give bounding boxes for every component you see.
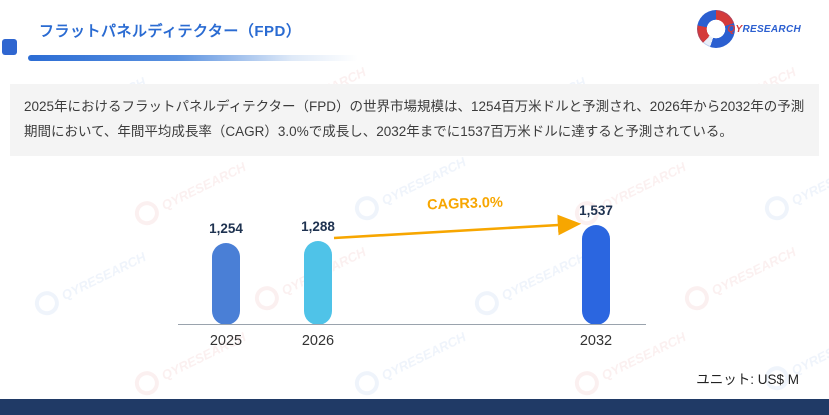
bar-2025	[212, 243, 240, 325]
report-header: フラットパネルディテクター（FPD） QYRESEARCH	[0, 0, 829, 80]
bar-2032	[582, 225, 610, 325]
bar-group-2025: 1,254 2025	[194, 221, 258, 349]
bar-category-label: 2025	[209, 333, 243, 349]
bar-2026	[304, 241, 332, 325]
qyresearch-logo: QYRESEARCH	[697, 10, 801, 48]
cagr-arrow	[333, 214, 582, 240]
logo-text: QYRESEARCH	[727, 24, 801, 35]
bar-group-2026: 1,288 2026	[286, 219, 350, 349]
cagr-annotation: CAGR3.0%	[426, 194, 504, 214]
x-axis-line	[178, 324, 646, 325]
summary-text: 2025年におけるフラットパネルディテクター（FPD）の世界市場規模は、1254…	[24, 99, 805, 139]
bar-value-label: 1,537	[579, 203, 613, 218]
logo-text-blue: RESEARCH	[742, 23, 801, 35]
logo-globe-icon	[697, 10, 736, 48]
footer-bar	[0, 399, 829, 415]
bar-chart: CAGR3.0% 1,254 2025 1,288 2026 1,537 203…	[0, 150, 829, 370]
bar-value-label: 1,288	[301, 219, 335, 234]
logo-text-red: QY	[727, 23, 743, 35]
bar-value-label: 1,254	[209, 221, 243, 236]
summary-panel: 2025年におけるフラットパネルディテクター（FPD）の世界市場規模は、1254…	[10, 84, 819, 156]
bar-category-label: 2026	[301, 333, 335, 349]
unit-label: ユニット: US$ M	[696, 372, 799, 387]
title-underline	[28, 55, 358, 61]
bar-category-label: 2032	[579, 333, 613, 349]
page-title: フラットパネルディテクター（FPD）	[39, 23, 302, 40]
bar-group-2032: 1,537 2032	[564, 203, 628, 349]
accent-square	[2, 39, 17, 55]
